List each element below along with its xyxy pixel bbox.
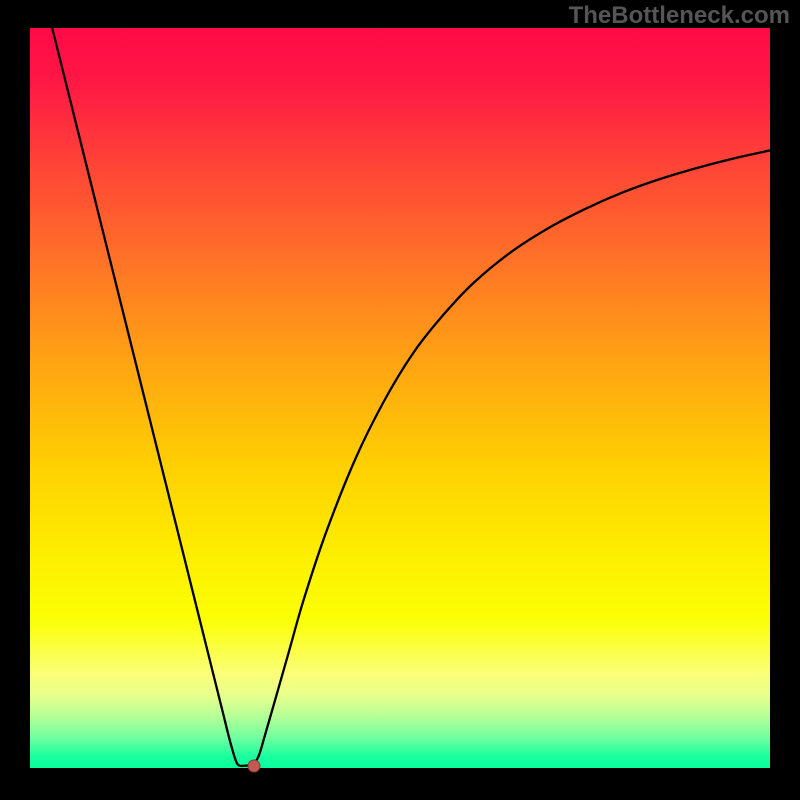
bottleneck-curve — [30, 28, 770, 770]
optimal-point-marker — [248, 760, 261, 773]
watermark-text: TheBottleneck.com — [569, 2, 790, 30]
plot-area — [30, 28, 770, 770]
chart-frame: TheBottleneck.com — [0, 0, 800, 800]
